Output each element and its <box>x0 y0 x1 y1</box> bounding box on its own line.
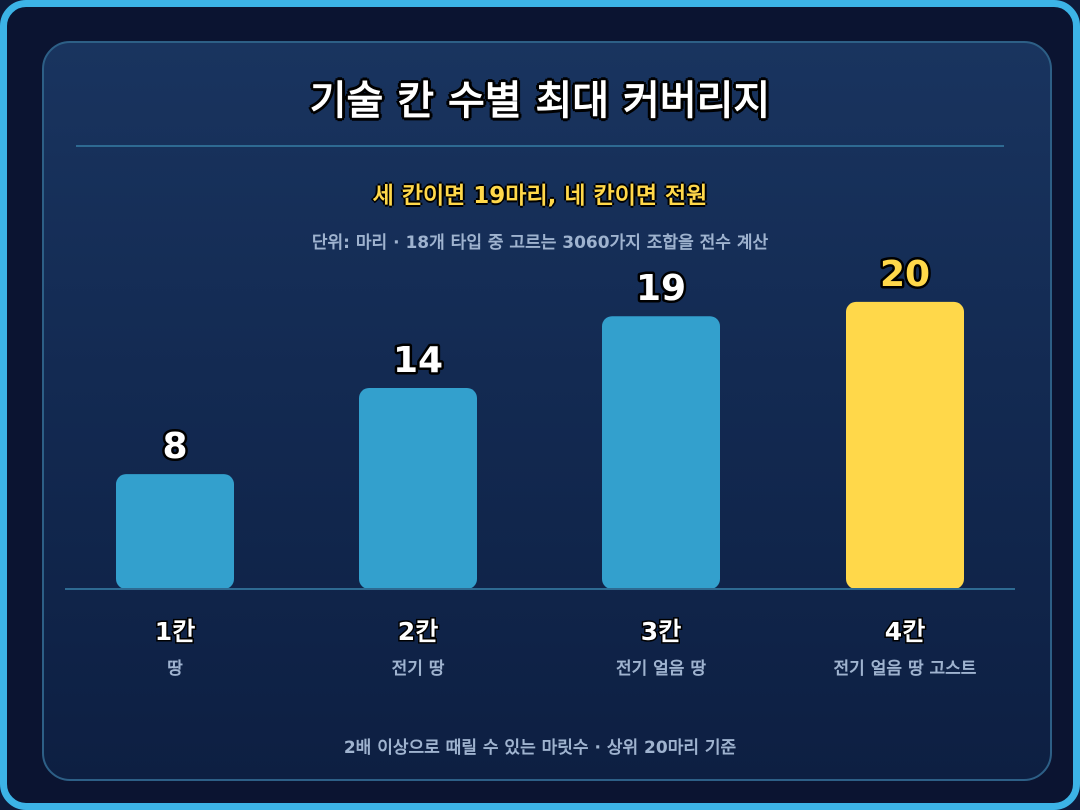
bar-4 <box>846 301 964 589</box>
category-sublabel-1: 땅 <box>167 659 183 679</box>
bar-1 <box>116 474 234 589</box>
category-sublabel-2: 전기 땅 <box>392 659 445 679</box>
bar-2 <box>359 388 477 589</box>
bar-3 <box>602 316 720 589</box>
value-label-2: 14 <box>393 340 443 381</box>
value-label-1: 8 <box>162 426 187 467</box>
title-divider <box>76 145 1004 147</box>
category-label-3: 3칸 <box>641 617 681 646</box>
category-label-4: 4칸 <box>885 617 925 646</box>
footer-note: 2배 이상으로 때릴 수 있는 마릿수 · 상위 20마리 기준 <box>343 738 737 758</box>
category-sublabel-3: 전기 얼음 땅 <box>616 659 706 679</box>
category-label-2: 2칸 <box>398 617 438 646</box>
unit-note: 단위: 마리 · 18개 타입 중 고르는 3060가지 조합을 전수 계산 <box>311 233 769 253</box>
value-label-3: 19 <box>636 268 686 309</box>
chart-subtitle: 세 칸이면 19마리, 네 칸이면 전원 <box>372 183 708 209</box>
page-title: 기술 칸 수별 최대 커버리지 <box>309 78 771 124</box>
category-sublabel-4: 전기 얼음 땅 고스트 <box>834 659 977 679</box>
category-label-1: 1칸 <box>155 617 195 646</box>
value-label-4: 20 <box>880 254 930 295</box>
